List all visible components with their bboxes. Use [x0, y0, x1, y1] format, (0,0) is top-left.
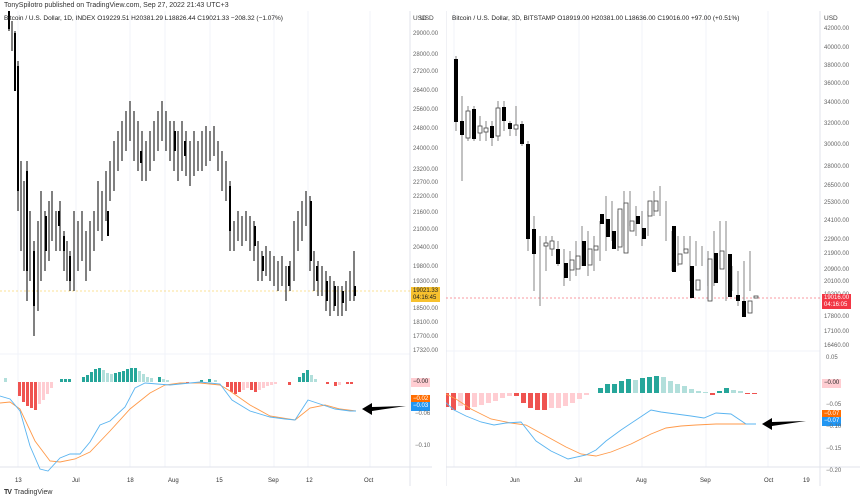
right-macd-line	[446, 402, 756, 460]
left-chart-canvas[interactable]	[0, 11, 432, 486]
left-tick: 20400.00	[413, 245, 439, 251]
right-signal-badge: −0.07	[822, 410, 842, 419]
left-unit: USD	[413, 15, 427, 22]
left-tick: 23200.00	[413, 167, 439, 173]
right-tick: 25300.00	[824, 200, 850, 206]
right-left-unit: USD	[420, 15, 434, 22]
tradingview-logo-icon: TV	[4, 489, 12, 496]
left-last-price-badge: 19021.33 04:16:45	[411, 287, 441, 302]
right-tick: 36000.00	[824, 81, 850, 87]
right-tick: 21900.00	[824, 251, 850, 257]
right-tick: 22900.00	[824, 237, 850, 243]
left-tick: 24000.00	[413, 146, 439, 152]
left-tick: 24800.00	[413, 126, 439, 132]
left-xtick: Jul	[72, 478, 80, 484]
right-last-price-badge: 19016.00 04:16:05	[822, 294, 852, 309]
right-unit: USD	[824, 15, 838, 22]
left-tick: 28000.00	[413, 52, 439, 58]
left-candle-bodies	[8, 11, 356, 306]
right-macd-tick: −0.20	[826, 468, 842, 474]
left-xtick: 18	[127, 478, 134, 484]
right-tick: 42000.00	[824, 26, 850, 32]
right-tick: 24100.00	[824, 218, 850, 224]
right-tick: 16460.00	[824, 343, 850, 349]
right-macd-tick: −0.15	[826, 446, 842, 452]
right-tick: 17100.00	[824, 329, 850, 335]
right-tick: 32000.00	[824, 121, 850, 127]
right-tick: 38000.00	[824, 63, 850, 69]
left-macd-histogram	[4, 368, 353, 410]
right-macd-histogram	[446, 376, 757, 410]
right-macd-badge: −0.07	[822, 417, 842, 426]
left-chart-panel: Bitcoin / U.S. Dollar, 1D, INDEX O19229.…	[0, 11, 441, 486]
left-macd-line	[0, 381, 356, 472]
left-signal-line	[0, 382, 357, 463]
right-last-price: 19016.00	[824, 295, 850, 301]
left-macd-badge: −0.03	[411, 402, 431, 411]
left-tick: 21600.00	[413, 210, 439, 216]
left-tick: 21000.00	[413, 227, 439, 233]
annotation-arrow-left	[362, 403, 406, 415]
left-xtick: Oct	[364, 478, 374, 484]
right-tick: 20100.00	[824, 279, 850, 285]
tradingview-footer[interactable]: TV TradingView	[4, 489, 52, 496]
left-tick: 17320.00	[413, 348, 439, 354]
right-macd-tick: −0.10	[826, 424, 842, 430]
right-hist-badge: −0.00	[822, 379, 842, 388]
left-tick: 25600.00	[413, 107, 439, 113]
left-tick: 26400.00	[413, 88, 439, 94]
right-signal-line	[446, 393, 756, 457]
left-macd-tick: −0.10	[415, 443, 431, 449]
left-tick: 22700.00	[413, 180, 439, 186]
left-xtick: Sep	[268, 478, 279, 484]
right-countdown: 04:16:05	[824, 301, 848, 308]
right-candle-hollow	[465, 107, 759, 314]
right-xtick: Oct	[764, 478, 774, 484]
right-chart-panel: Bitcoin / U.S. Dollar, 3D, BITSTAMP O189…	[420, 11, 860, 486]
right-legend: Bitcoin / U.S. Dollar, 3D, BITSTAMP O189…	[452, 15, 740, 22]
left-xtick: 13	[15, 478, 22, 484]
right-candle-bodies	[454, 59, 746, 317]
left-last-price: 19021.33	[413, 288, 439, 294]
right-tick: 20900.00	[824, 267, 850, 273]
left-xtick: 15	[216, 478, 223, 484]
right-xtick: Jul	[574, 478, 582, 484]
right-macd-tick: 0.05	[826, 355, 838, 361]
right-tick: 26500.00	[824, 183, 850, 189]
publisher-line: TonySpilotro published on TradingView.co…	[4, 2, 229, 9]
left-xtick: 12	[306, 478, 313, 484]
left-xtick: Aug	[168, 478, 179, 484]
right-tick: 17800.00	[824, 314, 850, 320]
right-xtick: Jun	[510, 478, 520, 484]
left-tick: 19300.00	[413, 279, 439, 285]
annotation-arrow-right	[762, 418, 806, 430]
right-xtick: 19	[803, 478, 810, 484]
right-tick: 30000.00	[824, 142, 850, 148]
tradingview-logo-text: TradingView	[13, 489, 53, 496]
right-macd-tick: −0.05	[826, 402, 842, 408]
left-tick: 29000.00	[413, 31, 439, 37]
left-countdown: 04:16:45	[413, 294, 437, 301]
left-tick: 22200.00	[413, 194, 439, 200]
left-tick: 17700.00	[413, 334, 439, 340]
right-tick: 40000.00	[824, 45, 850, 51]
left-tick: 27200.00	[413, 69, 439, 75]
left-tick: 19800.00	[413, 264, 439, 270]
left-tick: 18100.00	[413, 320, 439, 326]
right-xtick: Aug	[636, 478, 647, 484]
right-xtick: Sep	[700, 478, 711, 484]
left-tick: 18500.00	[413, 306, 439, 312]
right-tick: 34000.00	[824, 100, 850, 106]
left-hist-badge: −0.00	[411, 378, 431, 387]
left-signal-badge: −0.02	[411, 395, 431, 404]
right-chart-canvas[interactable]	[446, 11, 860, 486]
left-candles	[8, 11, 355, 336]
right-tick: 28000.00	[824, 164, 850, 170]
left-legend: Bitcoin / U.S. Dollar, 1D, INDEX O19229.…	[4, 15, 283, 22]
left-macd-tick: −0.06	[415, 411, 431, 417]
